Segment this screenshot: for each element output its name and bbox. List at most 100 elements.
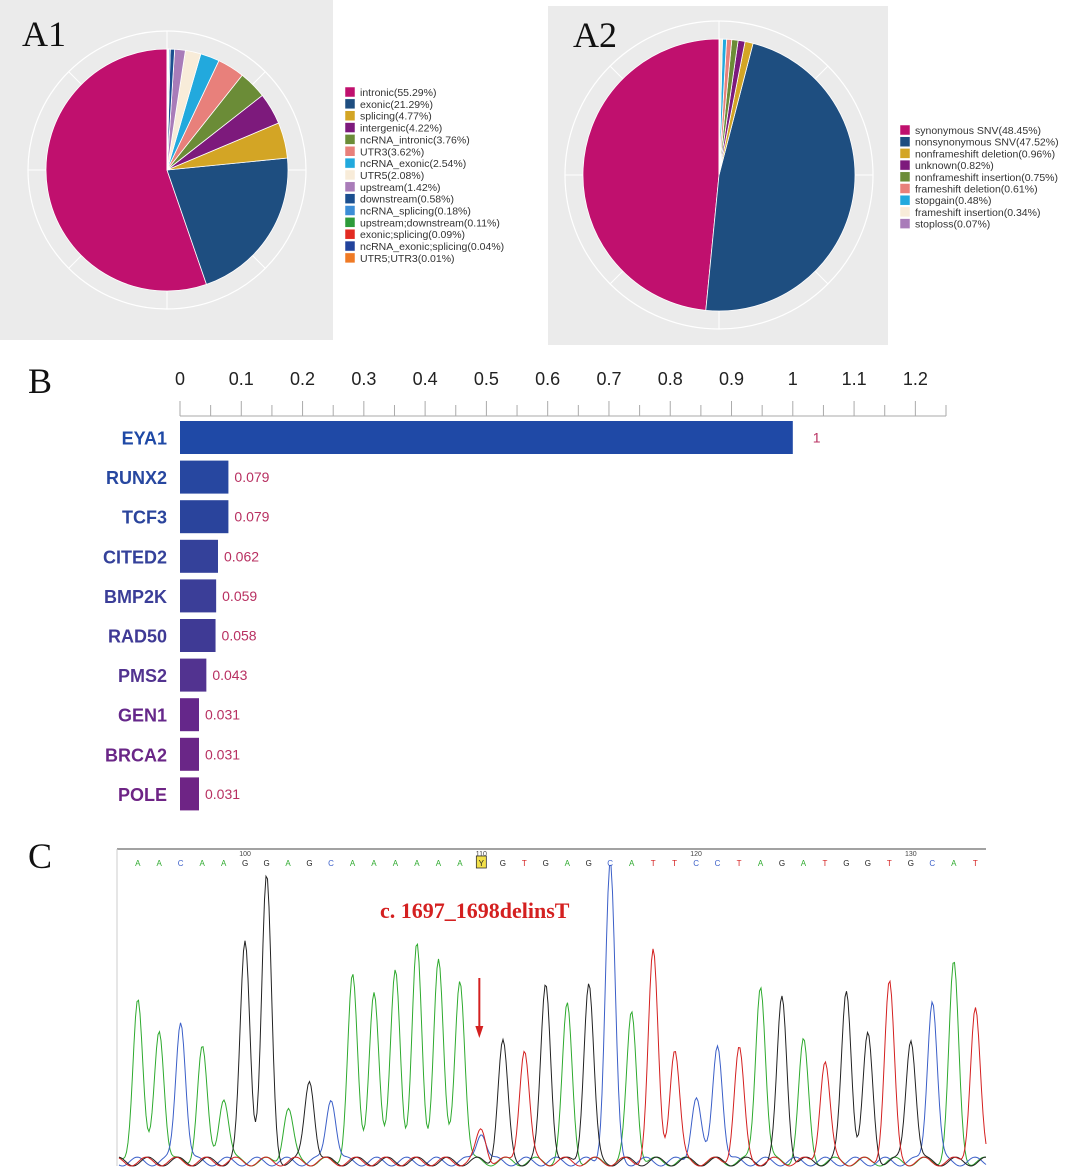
- a2-legend-label: nonframeshift insertion(0.75%): [915, 172, 1058, 184]
- c-base-call: T: [887, 859, 892, 868]
- c-base-call: A: [565, 859, 571, 868]
- c-base-call: A: [758, 859, 764, 868]
- a2-legend-label: stopgain(0.48%): [915, 195, 991, 207]
- c-position-label: 130: [905, 851, 917, 858]
- b-value-label: 0.059: [222, 588, 257, 604]
- b-bar-gen1: [180, 698, 199, 732]
- a1-legend: intronic(55.29%)exonic(21.29%)splicing(4…: [344, 86, 504, 265]
- b-tick-label: 0.9: [719, 369, 744, 389]
- a1-legend-swatch: [344, 205, 356, 216]
- b-category-label: RUNX2: [106, 468, 167, 488]
- b-category-label: PMS2: [118, 666, 167, 686]
- b-value-label: 0.079: [234, 469, 269, 485]
- a2-legend-label: nonframeshift deletion(0.96%): [915, 148, 1055, 160]
- a1-legend-label: downstream(0.58%): [360, 194, 454, 206]
- b-bar-pms2: [180, 658, 207, 692]
- c-position-label: 100: [239, 851, 251, 858]
- c-base-call: G: [908, 859, 914, 868]
- c-base-call: T: [651, 859, 656, 868]
- b-tick-label: 0.6: [535, 369, 560, 389]
- c-trace-g: [118, 874, 987, 1167]
- a2-slice-nonsynonymous-snv: [705, 42, 856, 312]
- b-tick-label: 0.3: [351, 369, 376, 389]
- b-tick-label: 0.1: [229, 369, 254, 389]
- c-chromatogram: 100 110 120 130 A A C A A G G A G C A A A A A A Y G T G A G C A T T C C…: [116, 848, 987, 1167]
- c-base-call: C: [178, 859, 184, 868]
- a2-legend-label: synonymous SNV(48.45%): [915, 125, 1041, 137]
- a2-legend-label: unknown(0.82%): [915, 160, 994, 172]
- a1-legend-label: upstream;downstream(0.11%): [360, 217, 500, 229]
- b-bars: EYA1 1 RUNX2 0.079 TCF3 0.079 CITED2 0.062 BMP2K…: [103, 421, 821, 811]
- b-bar-brca2: [180, 737, 199, 771]
- c-base-call: A: [199, 859, 205, 868]
- a2-legend-swatch: [899, 124, 911, 136]
- a2-legend-swatch: [899, 206, 911, 218]
- b-value-label: 0.043: [212, 667, 247, 683]
- a2-legend-swatch: [899, 159, 911, 171]
- a1-legend-label: UTR3(3.62%): [360, 146, 424, 158]
- c-base-call: A: [629, 859, 635, 868]
- a1-legend-swatch: [344, 98, 356, 110]
- b-value-label: 0.031: [205, 707, 240, 723]
- a1-panel-label: A1: [22, 14, 66, 54]
- a2-legend-label: frameshift insertion(0.34%): [915, 207, 1040, 219]
- a2-slice-synonymous-snv: [582, 38, 720, 311]
- a1-legend-label: ncRNA_intronic(3.76%): [360, 134, 470, 146]
- c-base-call: C: [693, 859, 699, 868]
- b-tick-label: 0: [175, 369, 185, 389]
- c-base-call: A: [414, 859, 420, 868]
- b-bar-bmp2k: [180, 579, 217, 613]
- a2-legend-swatch: [899, 183, 911, 194]
- b-tick-label: 1.2: [903, 369, 928, 389]
- a2-pie: [582, 38, 856, 312]
- c-base-call: A: [157, 859, 163, 868]
- b-tick-label: 0.8: [658, 369, 683, 389]
- a1-legend-swatch: [344, 252, 356, 264]
- c-base-call: Y: [479, 859, 485, 868]
- a1-legend-swatch: [344, 169, 356, 181]
- c-base-call: T: [672, 859, 677, 868]
- a1-legend-label: UTR5;UTR3(0.01%): [360, 253, 455, 265]
- b-axis: 0 0.1 0.2 0.3 0.4 0.5 0.6 0.7 0.8 0.9 1 1.1 1.2: [175, 369, 947, 417]
- b-category-label: TCF3: [122, 508, 167, 528]
- a1-legend-label: exonic(21.29%): [360, 99, 433, 111]
- a2-ring-spoke: [814, 65, 829, 80]
- c-base-call: A: [951, 859, 957, 868]
- b-bar-cited2: [180, 539, 218, 573]
- b-bar-rad50: [180, 619, 216, 652]
- b-category-label: BMP2K: [104, 587, 167, 607]
- b-panel-label: B: [28, 361, 52, 401]
- c-base-call: A: [393, 859, 399, 868]
- c-base-call: G: [500, 859, 506, 868]
- b-value-label: 0.031: [205, 746, 240, 762]
- a1-legend-label: ncRNA_exonic;splicing(0.04%): [360, 241, 504, 253]
- c-base-call: C: [328, 859, 334, 868]
- a1-legend-swatch: [344, 86, 356, 98]
- b-tick-label: 0.5: [474, 369, 499, 389]
- a1-legend-label: exonic;splicing(0.09%): [360, 229, 465, 241]
- c-annotation-label: c. 1697_1698delinsT: [380, 898, 570, 923]
- a1-ring-spoke: [68, 255, 82, 269]
- c-base-call: G: [779, 859, 785, 868]
- a1-legend-swatch: [344, 181, 356, 193]
- a2-legend-label: frameshift deletion(0.61%): [915, 184, 1038, 196]
- b-category-label: RAD50: [108, 627, 167, 647]
- c-base-call: G: [306, 859, 312, 868]
- c-base-call: A: [436, 859, 442, 868]
- a1-legend-swatch: [344, 122, 356, 133]
- a1-legend-label: intronic(55.29%): [360, 87, 436, 99]
- b-value-label: 1: [813, 430, 821, 446]
- b-bar-pole: [180, 777, 199, 811]
- b-category-label: GEN1: [118, 706, 167, 726]
- a2-legend-swatch: [899, 136, 911, 147]
- a1-ring-spoke: [68, 71, 82, 85]
- a1-pie: [45, 48, 289, 292]
- c-base-call: T: [522, 859, 527, 868]
- b-category-label: POLE: [118, 785, 167, 805]
- b-category-label: CITED2: [103, 547, 167, 567]
- c-base-call: A: [285, 859, 291, 868]
- c-base-call: A: [457, 859, 463, 868]
- b-value-label: 0.058: [222, 628, 257, 644]
